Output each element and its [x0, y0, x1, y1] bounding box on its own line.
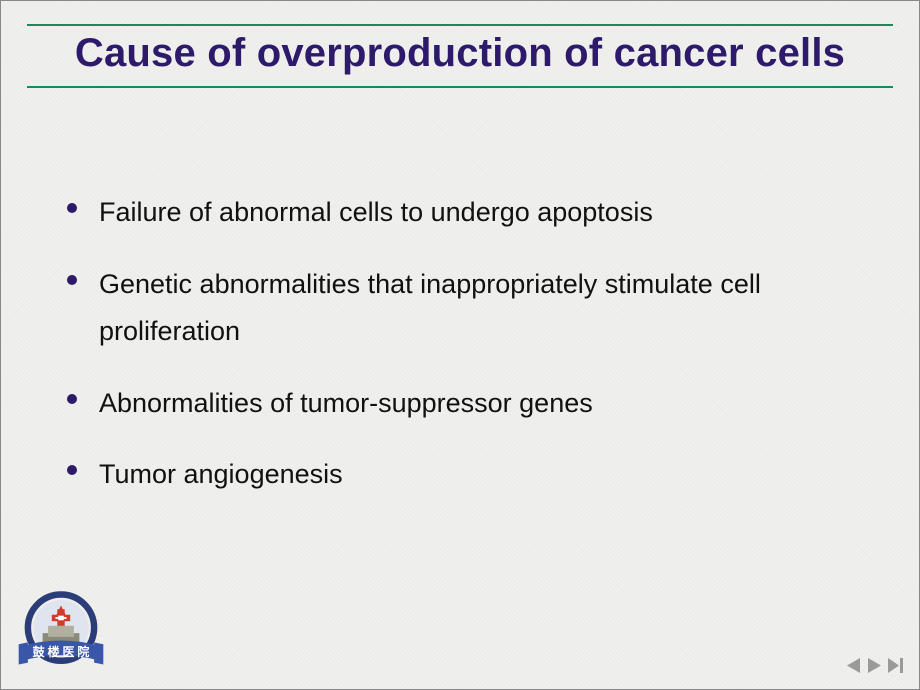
list-item: Genetic abnormalities that inappropriate…: [67, 261, 859, 356]
bullet-icon: [67, 275, 77, 285]
triangle-left-icon: [845, 657, 862, 674]
bullet-text: Abnormalities of tumor-suppressor genes: [99, 380, 593, 428]
triangle-right-icon: [866, 657, 883, 674]
hospital-logo: 鼓 楼 医 院: [15, 589, 107, 681]
list-item: Tumor angiogenesis: [67, 451, 859, 499]
title-block: Cause of overproduction of cancer cells: [1, 31, 919, 76]
bullet-icon: [67, 394, 77, 404]
bullet-text: Genetic abnormalities that inappropriate…: [99, 261, 859, 356]
logo-banner-text: 鼓 楼 医 院: [33, 644, 90, 659]
bullet-icon: [67, 465, 77, 475]
slide-title: Cause of overproduction of cancer cells: [1, 31, 919, 76]
title-underline: [27, 86, 893, 88]
bullet-list: Failure of abnormal cells to undergo apo…: [67, 189, 859, 523]
triangle-right-bar-icon: [886, 657, 905, 674]
list-item: Abnormalities of tumor-suppressor genes: [67, 380, 859, 428]
bullet-text: Tumor angiogenesis: [99, 451, 343, 499]
last-slide-button[interactable]: [886, 656, 905, 675]
list-item: Failure of abnormal cells to undergo apo…: [67, 189, 859, 237]
next-slide-button[interactable]: [865, 656, 884, 675]
prev-slide-button[interactable]: [844, 656, 863, 675]
slide-nav: [844, 656, 905, 675]
bullet-icon: [67, 203, 77, 213]
top-rule: [27, 24, 893, 26]
bullet-text: Failure of abnormal cells to undergo apo…: [99, 189, 653, 237]
